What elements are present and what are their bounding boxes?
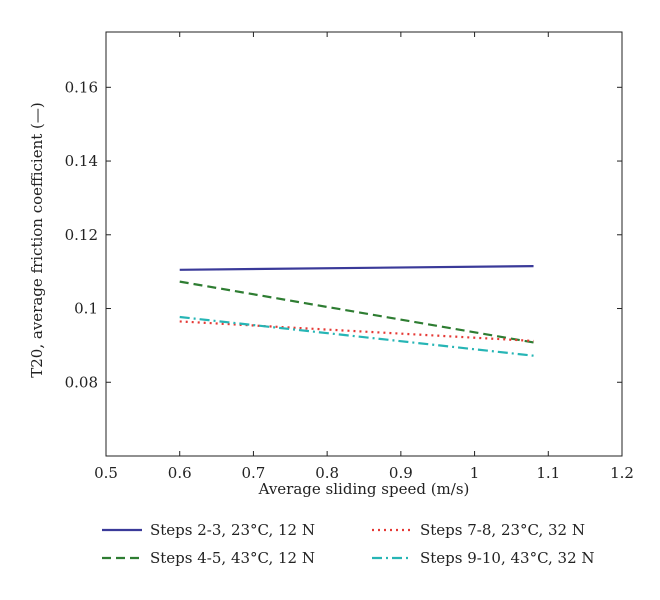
y-tick-label: 0.16 bbox=[65, 78, 98, 96]
y-tick-label: 0.12 bbox=[65, 226, 98, 244]
legend-label: Steps 4-5, 43°C, 12 N bbox=[150, 549, 315, 567]
y-tick-label: 0.14 bbox=[65, 152, 98, 170]
x-tick-label: 1 bbox=[470, 464, 480, 482]
series-line-3 bbox=[179, 320, 534, 343]
legend-item-1: Steps 2-3, 23°C, 12 N bbox=[102, 521, 315, 539]
x-tick-label: 0.7 bbox=[241, 464, 265, 482]
x-tick-label: 0.5 bbox=[94, 464, 118, 482]
legend-item-3: Steps 7-8, 23°C, 32 N bbox=[372, 521, 585, 539]
series-line-1 bbox=[179, 265, 534, 271]
y-axis-label: T20, average friction coefficient (—) bbox=[28, 102, 46, 378]
plot-axes bbox=[105, 31, 623, 457]
y-tick-label: 0.08 bbox=[65, 373, 98, 391]
x-tick-label: 1.1 bbox=[536, 464, 560, 482]
axis-ticks: 0.5 0.6 0.7 0.8 0.9 1 1.1 1.2 0.08 0.1 0.12 0.14 0.1… bbox=[65, 32, 634, 482]
chart-legend: Steps 2-3, 23°C, 12 N Steps 7-8, 23°C, 32… bbox=[102, 521, 595, 567]
x-tick-label: 1.2 bbox=[610, 464, 634, 482]
legend-label: Steps 7-8, 23°C, 32 N bbox=[420, 521, 585, 539]
series-line-4 bbox=[179, 315, 534, 357]
plot-series bbox=[179, 265, 534, 357]
legend-item-2: Steps 4-5, 43°C, 12 N bbox=[102, 549, 315, 567]
legend-item-4: Steps 9-10, 43°C, 32 N bbox=[372, 549, 595, 567]
x-tick-label: 0.8 bbox=[315, 464, 339, 482]
x-tick-label: 0.6 bbox=[168, 464, 192, 482]
plot-frame bbox=[105, 31, 623, 457]
x-axis-label: Average sliding speed (m/s) bbox=[258, 480, 470, 498]
x-tick-label: 0.9 bbox=[389, 464, 413, 482]
series-line-2 bbox=[179, 280, 534, 344]
legend-label: Steps 9-10, 43°C, 32 N bbox=[420, 549, 595, 567]
y-tick-label: 0.1 bbox=[74, 300, 98, 318]
legend-label: Steps 2-3, 23°C, 12 N bbox=[150, 521, 315, 539]
